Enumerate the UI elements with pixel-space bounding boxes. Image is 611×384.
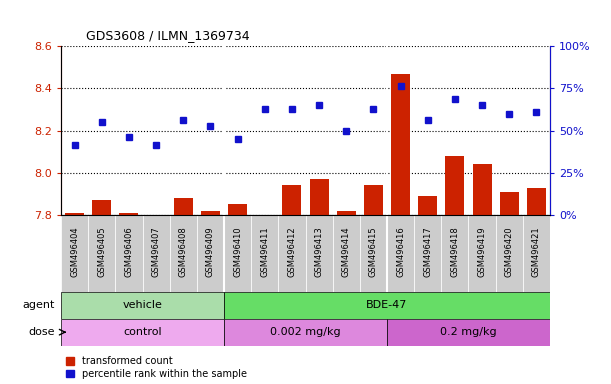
Bar bbox=[387, 319, 550, 346]
Bar bbox=[92, 200, 111, 215]
Bar bbox=[224, 319, 387, 346]
Bar bbox=[332, 215, 360, 292]
Text: GSM496421: GSM496421 bbox=[532, 227, 541, 277]
Text: GDS3608 / ILMN_1369734: GDS3608 / ILMN_1369734 bbox=[86, 29, 249, 42]
Bar bbox=[174, 198, 193, 215]
Bar bbox=[364, 185, 383, 215]
Text: GSM496418: GSM496418 bbox=[450, 227, 459, 277]
Bar bbox=[360, 215, 387, 292]
Bar bbox=[120, 213, 139, 215]
Bar bbox=[170, 215, 197, 292]
Text: control: control bbox=[123, 327, 162, 337]
Bar bbox=[496, 215, 523, 292]
Text: GSM496407: GSM496407 bbox=[152, 227, 161, 277]
Bar bbox=[61, 215, 88, 292]
Bar bbox=[391, 73, 410, 215]
Bar bbox=[527, 187, 546, 215]
Text: GSM496408: GSM496408 bbox=[179, 227, 188, 277]
Bar bbox=[523, 215, 550, 292]
Bar bbox=[441, 215, 469, 292]
Bar bbox=[337, 211, 356, 215]
Bar bbox=[115, 215, 142, 292]
Bar bbox=[224, 215, 251, 292]
Text: dose: dose bbox=[29, 327, 55, 337]
Text: GSM496410: GSM496410 bbox=[233, 227, 242, 277]
Bar bbox=[282, 185, 301, 215]
Text: GSM496412: GSM496412 bbox=[287, 227, 296, 277]
Text: GSM496413: GSM496413 bbox=[315, 227, 324, 277]
Text: GSM496420: GSM496420 bbox=[505, 227, 514, 277]
Bar bbox=[65, 213, 84, 215]
Bar bbox=[310, 179, 329, 215]
Text: 0.2 mg/kg: 0.2 mg/kg bbox=[440, 327, 497, 337]
Bar bbox=[197, 215, 224, 292]
Text: GSM496419: GSM496419 bbox=[478, 227, 486, 277]
Text: GSM496417: GSM496417 bbox=[423, 227, 432, 277]
Bar bbox=[469, 215, 496, 292]
Text: GSM496409: GSM496409 bbox=[206, 227, 215, 277]
Bar bbox=[255, 215, 274, 223]
Legend: transformed count, percentile rank within the sample: transformed count, percentile rank withi… bbox=[66, 356, 246, 379]
Text: GSM496405: GSM496405 bbox=[97, 227, 106, 277]
Text: vehicle: vehicle bbox=[123, 300, 163, 310]
Bar bbox=[472, 164, 491, 215]
Bar bbox=[279, 215, 306, 292]
Bar bbox=[61, 292, 224, 319]
Bar bbox=[201, 211, 220, 215]
Bar bbox=[414, 215, 441, 292]
Text: GSM496406: GSM496406 bbox=[125, 227, 133, 277]
Bar bbox=[418, 196, 437, 215]
Text: GSM496416: GSM496416 bbox=[396, 227, 405, 277]
Bar bbox=[224, 292, 550, 319]
Text: GSM496404: GSM496404 bbox=[70, 227, 79, 277]
Bar bbox=[228, 204, 247, 215]
Bar bbox=[445, 156, 464, 215]
Text: GSM496415: GSM496415 bbox=[369, 227, 378, 277]
Bar bbox=[387, 215, 414, 292]
Bar bbox=[61, 319, 224, 346]
Text: GSM496411: GSM496411 bbox=[260, 227, 269, 277]
Text: GSM496414: GSM496414 bbox=[342, 227, 351, 277]
Bar bbox=[88, 215, 115, 292]
Bar bbox=[251, 215, 279, 292]
Bar bbox=[306, 215, 332, 292]
Text: 0.002 mg/kg: 0.002 mg/kg bbox=[270, 327, 341, 337]
Text: BDE-47: BDE-47 bbox=[366, 300, 408, 310]
Bar bbox=[142, 215, 170, 292]
Text: agent: agent bbox=[23, 300, 55, 310]
Bar bbox=[500, 192, 519, 215]
